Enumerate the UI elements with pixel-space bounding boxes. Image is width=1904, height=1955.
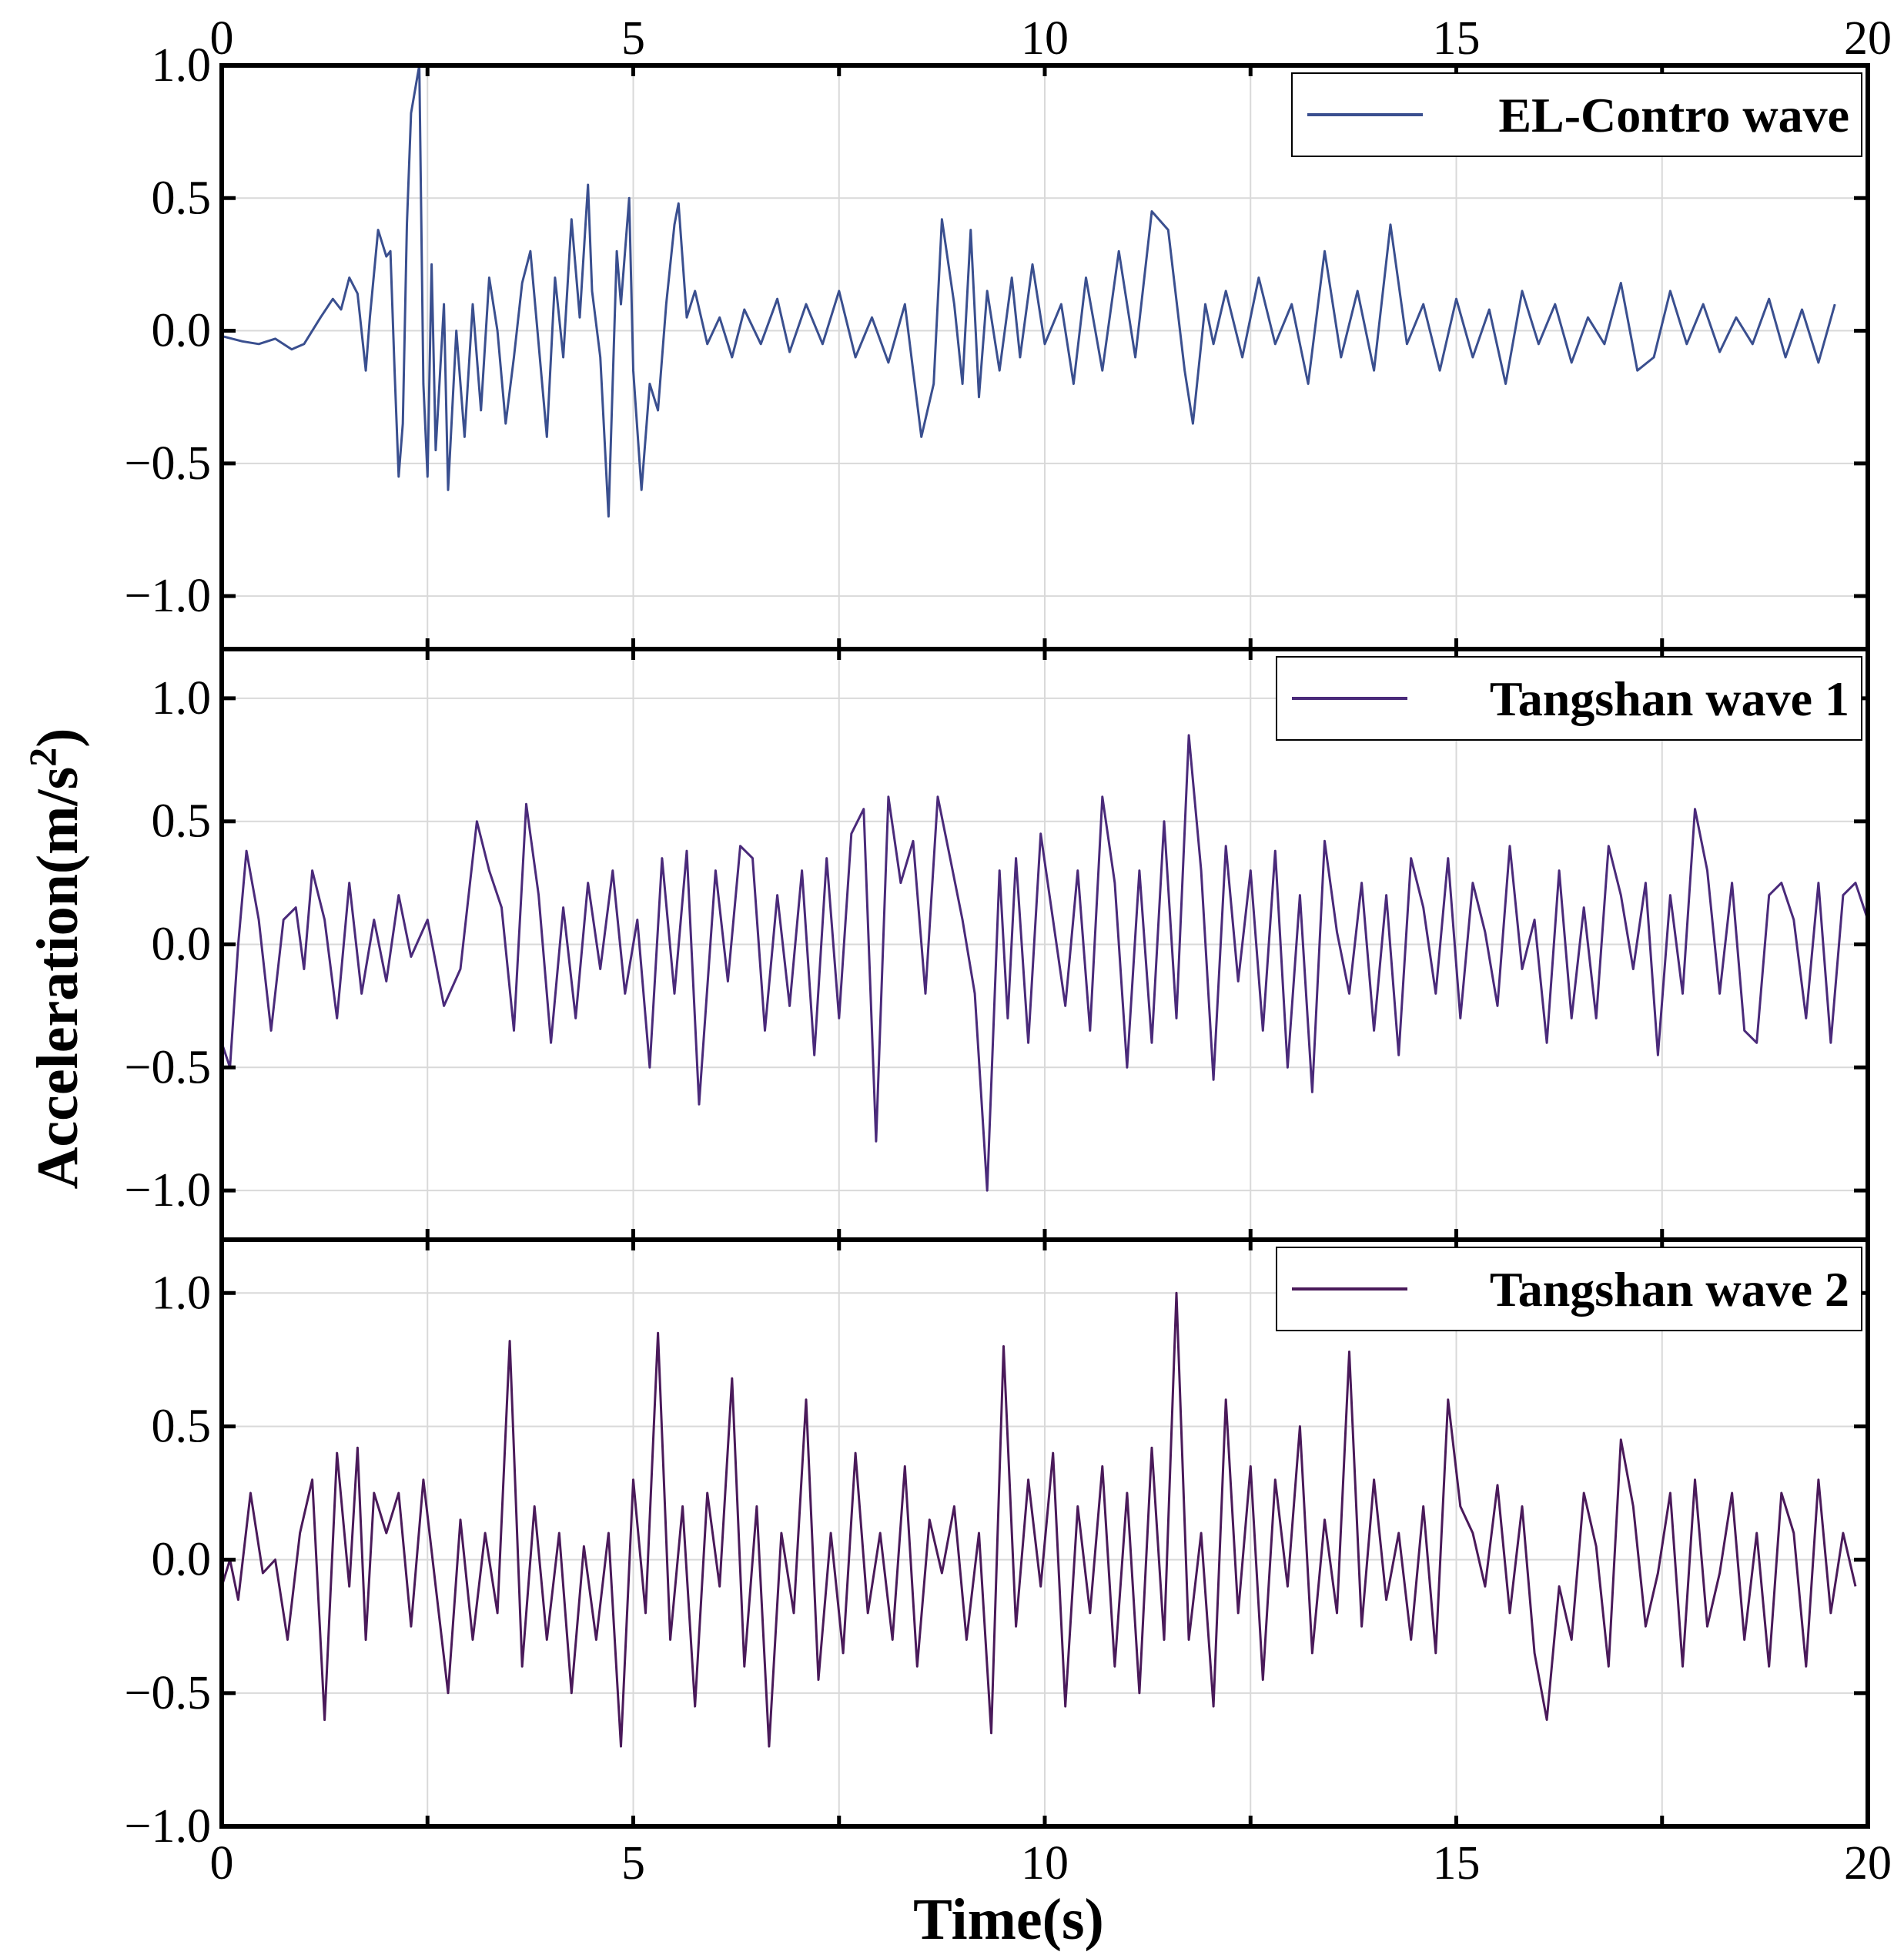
legend-1: EL-Contro wave xyxy=(1291,72,1862,157)
series-line-2 xyxy=(222,734,1868,1192)
panel-3: −1.0 −0.5 0.0 0.5 1.0 Tangshan wave 2 xyxy=(125,1237,1870,1853)
panel-grid xyxy=(221,649,1869,1240)
legend-label: Tangshan wave 2 xyxy=(1490,1262,1849,1317)
legend-label: Tangshan wave 1 xyxy=(1490,671,1849,726)
y-tick-label: 1.0 xyxy=(152,672,212,725)
series-line-1 xyxy=(222,65,1836,518)
panel-2: −1.0 −0.5 0.0 0.5 1.0 Tangshan wave 1 xyxy=(125,647,1870,1242)
panels-layer: −1.0 −0.5 0.0 0.5 1.0 EL-Contro wave −1.0 −0.5 0… xyxy=(125,39,1870,1853)
y-tick-label: −0.5 xyxy=(125,1667,211,1719)
y-tick-label: 0.0 xyxy=(152,919,212,971)
top-x-tick-label: 10 xyxy=(1021,12,1069,65)
y-axis-title-main: Acceleration(m/s xyxy=(25,767,90,1190)
y-tick-label: −0.5 xyxy=(125,1041,211,1093)
y-tick-label: −0.5 xyxy=(125,437,211,490)
bottom-x-tick-label: 5 xyxy=(621,1837,645,1890)
top-x-tick-label: 15 xyxy=(1433,12,1481,65)
legend-3: Tangshan wave 2 xyxy=(1276,1247,1862,1331)
y-tick-label: 0.5 xyxy=(152,1400,212,1452)
bottom-x-tick-label: 10 xyxy=(1021,1837,1069,1890)
top-x-tick-label: 20 xyxy=(1844,12,1892,65)
bottom-x-tick-label: 0 xyxy=(210,1837,234,1890)
bottom-x-tick-label: 20 xyxy=(1844,1837,1892,1890)
series-line-3 xyxy=(222,1291,1857,1748)
y-tick-label: 0.0 xyxy=(152,305,212,357)
y-tick-label: −1.0 xyxy=(125,1800,211,1853)
top-x-tick-label: 5 xyxy=(621,12,645,65)
y-tick-label: 1.0 xyxy=(152,39,212,92)
y-axis-title-superscript: 2 xyxy=(21,748,64,767)
bottom-x-tick-labels: 0 5 10 15 20 xyxy=(210,1837,1892,1890)
y-tick-label: 0.5 xyxy=(152,795,212,848)
y-axis-title: Acceleration(m/s2) xyxy=(21,728,90,1190)
y-axis-title-tail: ) xyxy=(25,728,90,748)
x-axis-title: Time(s) xyxy=(913,1887,1104,1952)
legend-label: EL-Contro wave xyxy=(1498,88,1849,142)
legend-2: Tangshan wave 1 xyxy=(1276,656,1862,741)
panel-1: −1.0 −0.5 0.0 0.5 1.0 EL-Contro wave xyxy=(125,39,1870,651)
y-tick-label: 0.5 xyxy=(152,172,212,224)
top-x-tick-label: 0 xyxy=(210,12,234,65)
y-tick-label: 0.0 xyxy=(152,1534,212,1586)
top-x-tick-labels: 0 5 10 15 20 xyxy=(210,12,1892,65)
y-tick-label: −1.0 xyxy=(125,1164,211,1217)
y-tick-label: −1.0 xyxy=(125,570,211,622)
bottom-x-tick-label: 15 xyxy=(1433,1837,1481,1890)
y-tick-label: 1.0 xyxy=(152,1267,212,1319)
